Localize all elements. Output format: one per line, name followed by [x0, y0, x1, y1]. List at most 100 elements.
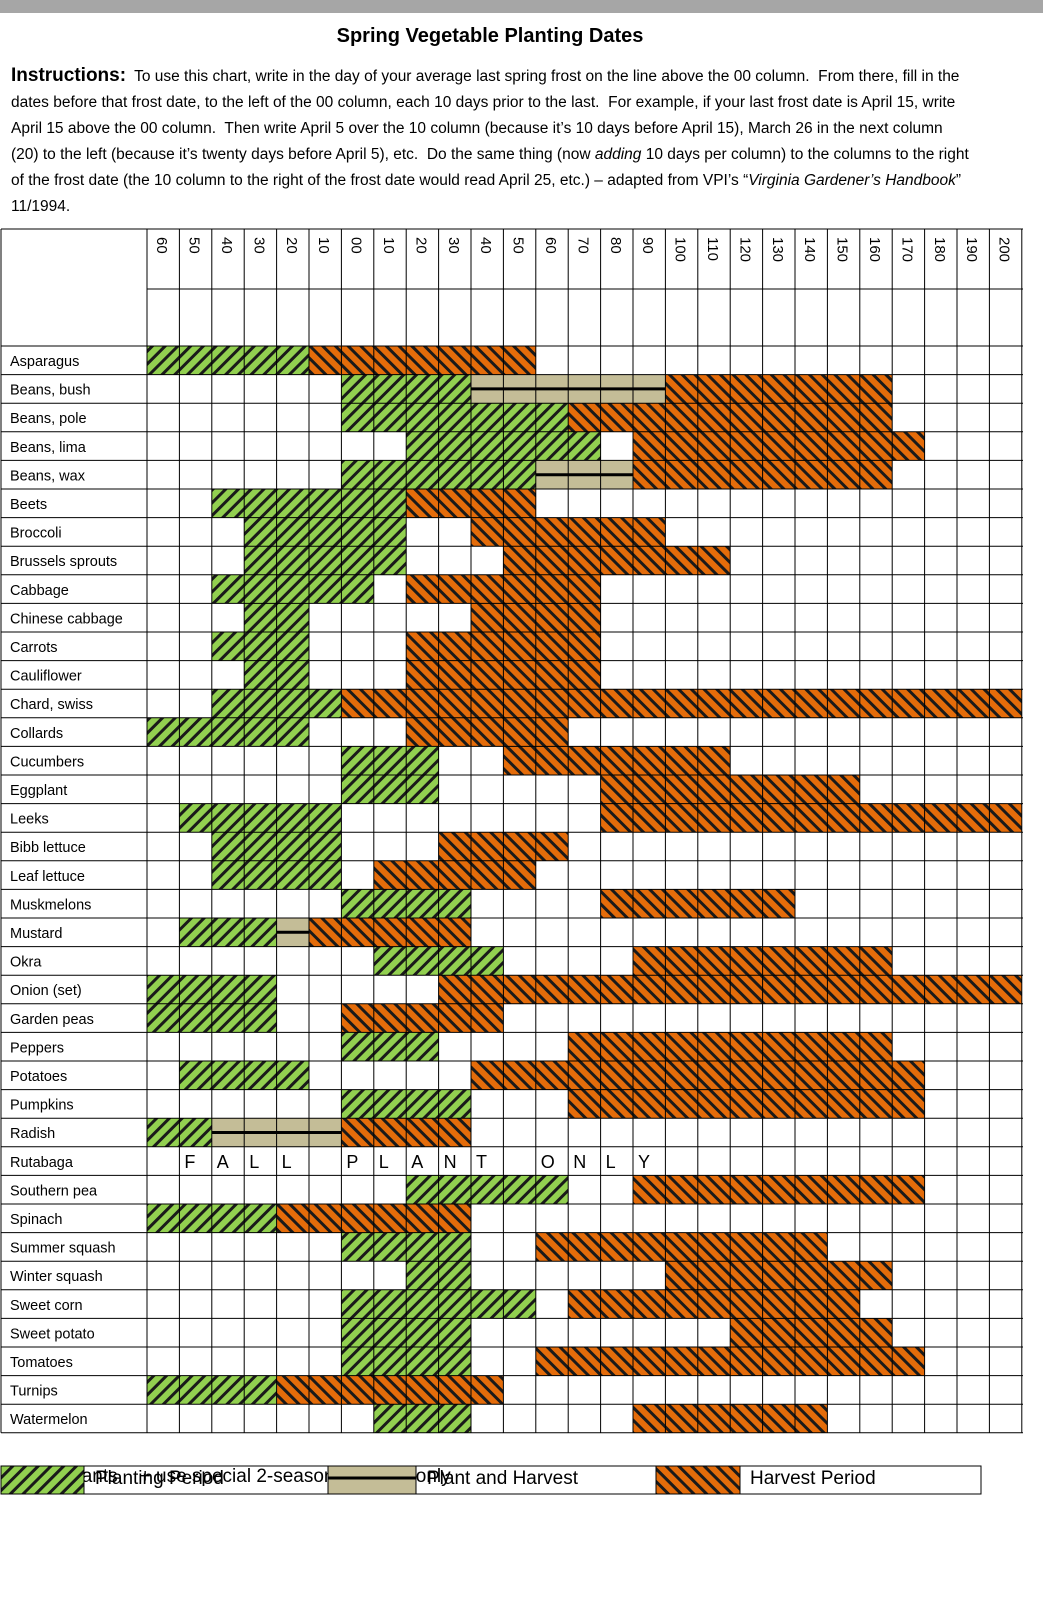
harvest-bar	[341, 1003, 504, 1033]
column-header: 20	[412, 237, 429, 254]
harvest-bar	[309, 918, 471, 947]
vegetable-label: Beans, wax	[10, 468, 86, 484]
harvest-bar	[730, 1318, 893, 1347]
planting-bar	[211, 574, 374, 604]
column-header: 10	[315, 237, 332, 254]
fall-plant-only-letter: P	[346, 1152, 358, 1172]
vegetable-label: Beans, bush	[10, 383, 91, 399]
planting-bar	[373, 1404, 471, 1433]
vegetable-label: Garden peas	[10, 1012, 94, 1028]
column-header: 120	[736, 237, 753, 262]
column-header: 80	[607, 237, 624, 254]
vegetable-label: Eggplant	[10, 783, 67, 799]
column-header: 60	[542, 237, 559, 254]
fall-plant-only-letter: F	[184, 1152, 195, 1172]
vegetable-label: Peppers	[10, 1040, 64, 1056]
fall-plant-only-letter: A	[217, 1152, 229, 1172]
vegetable-label: Radish	[10, 1126, 55, 1142]
vegetable-label: Beets	[10, 497, 47, 513]
vegetable-label: Turnips	[10, 1384, 58, 1400]
column-header: 10	[380, 237, 397, 254]
column-header: 130	[769, 237, 786, 262]
vegetable-label: Cucumbers	[10, 754, 84, 770]
vegetable-label: Cabbage	[10, 583, 69, 599]
harvest-bar	[568, 1289, 860, 1319]
planting-bar	[341, 403, 569, 432]
legend-harvest-swatch	[655, 1465, 741, 1495]
planting-bar	[179, 803, 342, 833]
vegetable-label: Chard, swiss	[10, 697, 93, 713]
harvest-bar	[535, 1232, 828, 1262]
vegetable-label: Chinese cabbage	[10, 611, 123, 627]
vegetable-label: Potatoes	[10, 1069, 67, 1085]
column-header: 30	[250, 237, 267, 254]
top-bar	[0, 0, 1043, 13]
legend-planting-label: Planting Period	[95, 1468, 224, 1489]
column-header: 20	[283, 237, 300, 254]
fall-plant-only-letter: A	[411, 1152, 423, 1172]
vegetable-label: Muskmelons	[10, 897, 91, 913]
fall-plant-only-letter: T	[476, 1152, 487, 1172]
harvest-bar	[503, 746, 731, 775]
vegetable-label: Summer squash	[10, 1241, 116, 1257]
vegetable-label: Cauliflower	[10, 669, 82, 685]
fall-plant-only-letter: N	[573, 1152, 586, 1172]
harvest-bar	[665, 1261, 893, 1290]
vegetable-label: Carrots	[10, 640, 58, 656]
fall-plant-only-letter: Y	[638, 1152, 650, 1172]
vegetable-label: Beans, lima	[10, 440, 87, 456]
column-header: 150	[834, 237, 851, 262]
column-header: 50	[510, 237, 527, 254]
legend-plant-harvest-swatch	[327, 1465, 417, 1495]
vegetable-label: Beans, pole	[10, 411, 87, 427]
page-title: Spring Vegetable Planting Dates	[336, 25, 644, 47]
column-header: 190	[963, 237, 980, 262]
harvest-bar	[600, 803, 1022, 833]
vegetable-label: Rutabaga	[10, 1155, 74, 1171]
column-header: 100	[672, 237, 689, 262]
fall-plant-only-letter: L	[379, 1152, 389, 1172]
column-header: 170	[898, 237, 915, 262]
column-header: 140	[801, 237, 818, 262]
fall-plant-only-letter: L	[606, 1152, 616, 1172]
vegetable-label: Tomatoes	[10, 1355, 73, 1371]
vegetable-label: Collards	[10, 726, 63, 742]
harvest-bar	[341, 689, 1022, 718]
harvest-bar	[568, 1089, 925, 1119]
instructions-text: To use this chart, write in the day of y…	[11, 68, 969, 215]
planting-bar	[341, 746, 439, 775]
column-header: 160	[866, 237, 883, 262]
planting-bar	[341, 1032, 439, 1061]
vegetable-label: Southern pea	[10, 1183, 98, 1199]
planting-bar	[406, 1175, 569, 1204]
vegetable-label: Okra	[10, 955, 42, 971]
column-header: 60	[153, 237, 170, 254]
vegetable-label: Asparagus	[10, 354, 79, 370]
vegetable-label: Broccoli	[10, 526, 62, 542]
harvest-bar	[633, 431, 925, 461]
vegetable-label: Sweet potato	[10, 1326, 95, 1342]
column-header: 40	[477, 237, 494, 254]
harvest-bar	[633, 1175, 925, 1204]
planting-bar	[179, 918, 277, 947]
fall-plant-only-letter: O	[541, 1152, 555, 1172]
harvest-bar	[406, 717, 569, 747]
planting-bar	[244, 517, 407, 547]
column-header: 30	[445, 237, 462, 254]
instructions-lead: Instructions:	[11, 65, 127, 86]
planting-bar	[147, 717, 309, 747]
column-header: 110	[704, 237, 721, 261]
planting-bar	[244, 546, 407, 575]
column-header: 70	[574, 237, 591, 254]
vegetable-label: Bibb lettuce	[10, 840, 86, 856]
vegetable-label: Spinach	[10, 1212, 62, 1228]
vegetable-label: Pumpkins	[10, 1098, 74, 1114]
vegetable-label: Onion (set)	[10, 983, 82, 999]
vegetable-label: Leeks	[10, 812, 49, 828]
legend-plant-harvest-label: Plant and Harvest	[427, 1468, 579, 1489]
fall-plant-only-letter: L	[282, 1152, 292, 1172]
harvest-bar	[276, 1375, 504, 1405]
legend-planting-swatch	[0, 1465, 85, 1495]
harvest-bar	[503, 546, 731, 575]
